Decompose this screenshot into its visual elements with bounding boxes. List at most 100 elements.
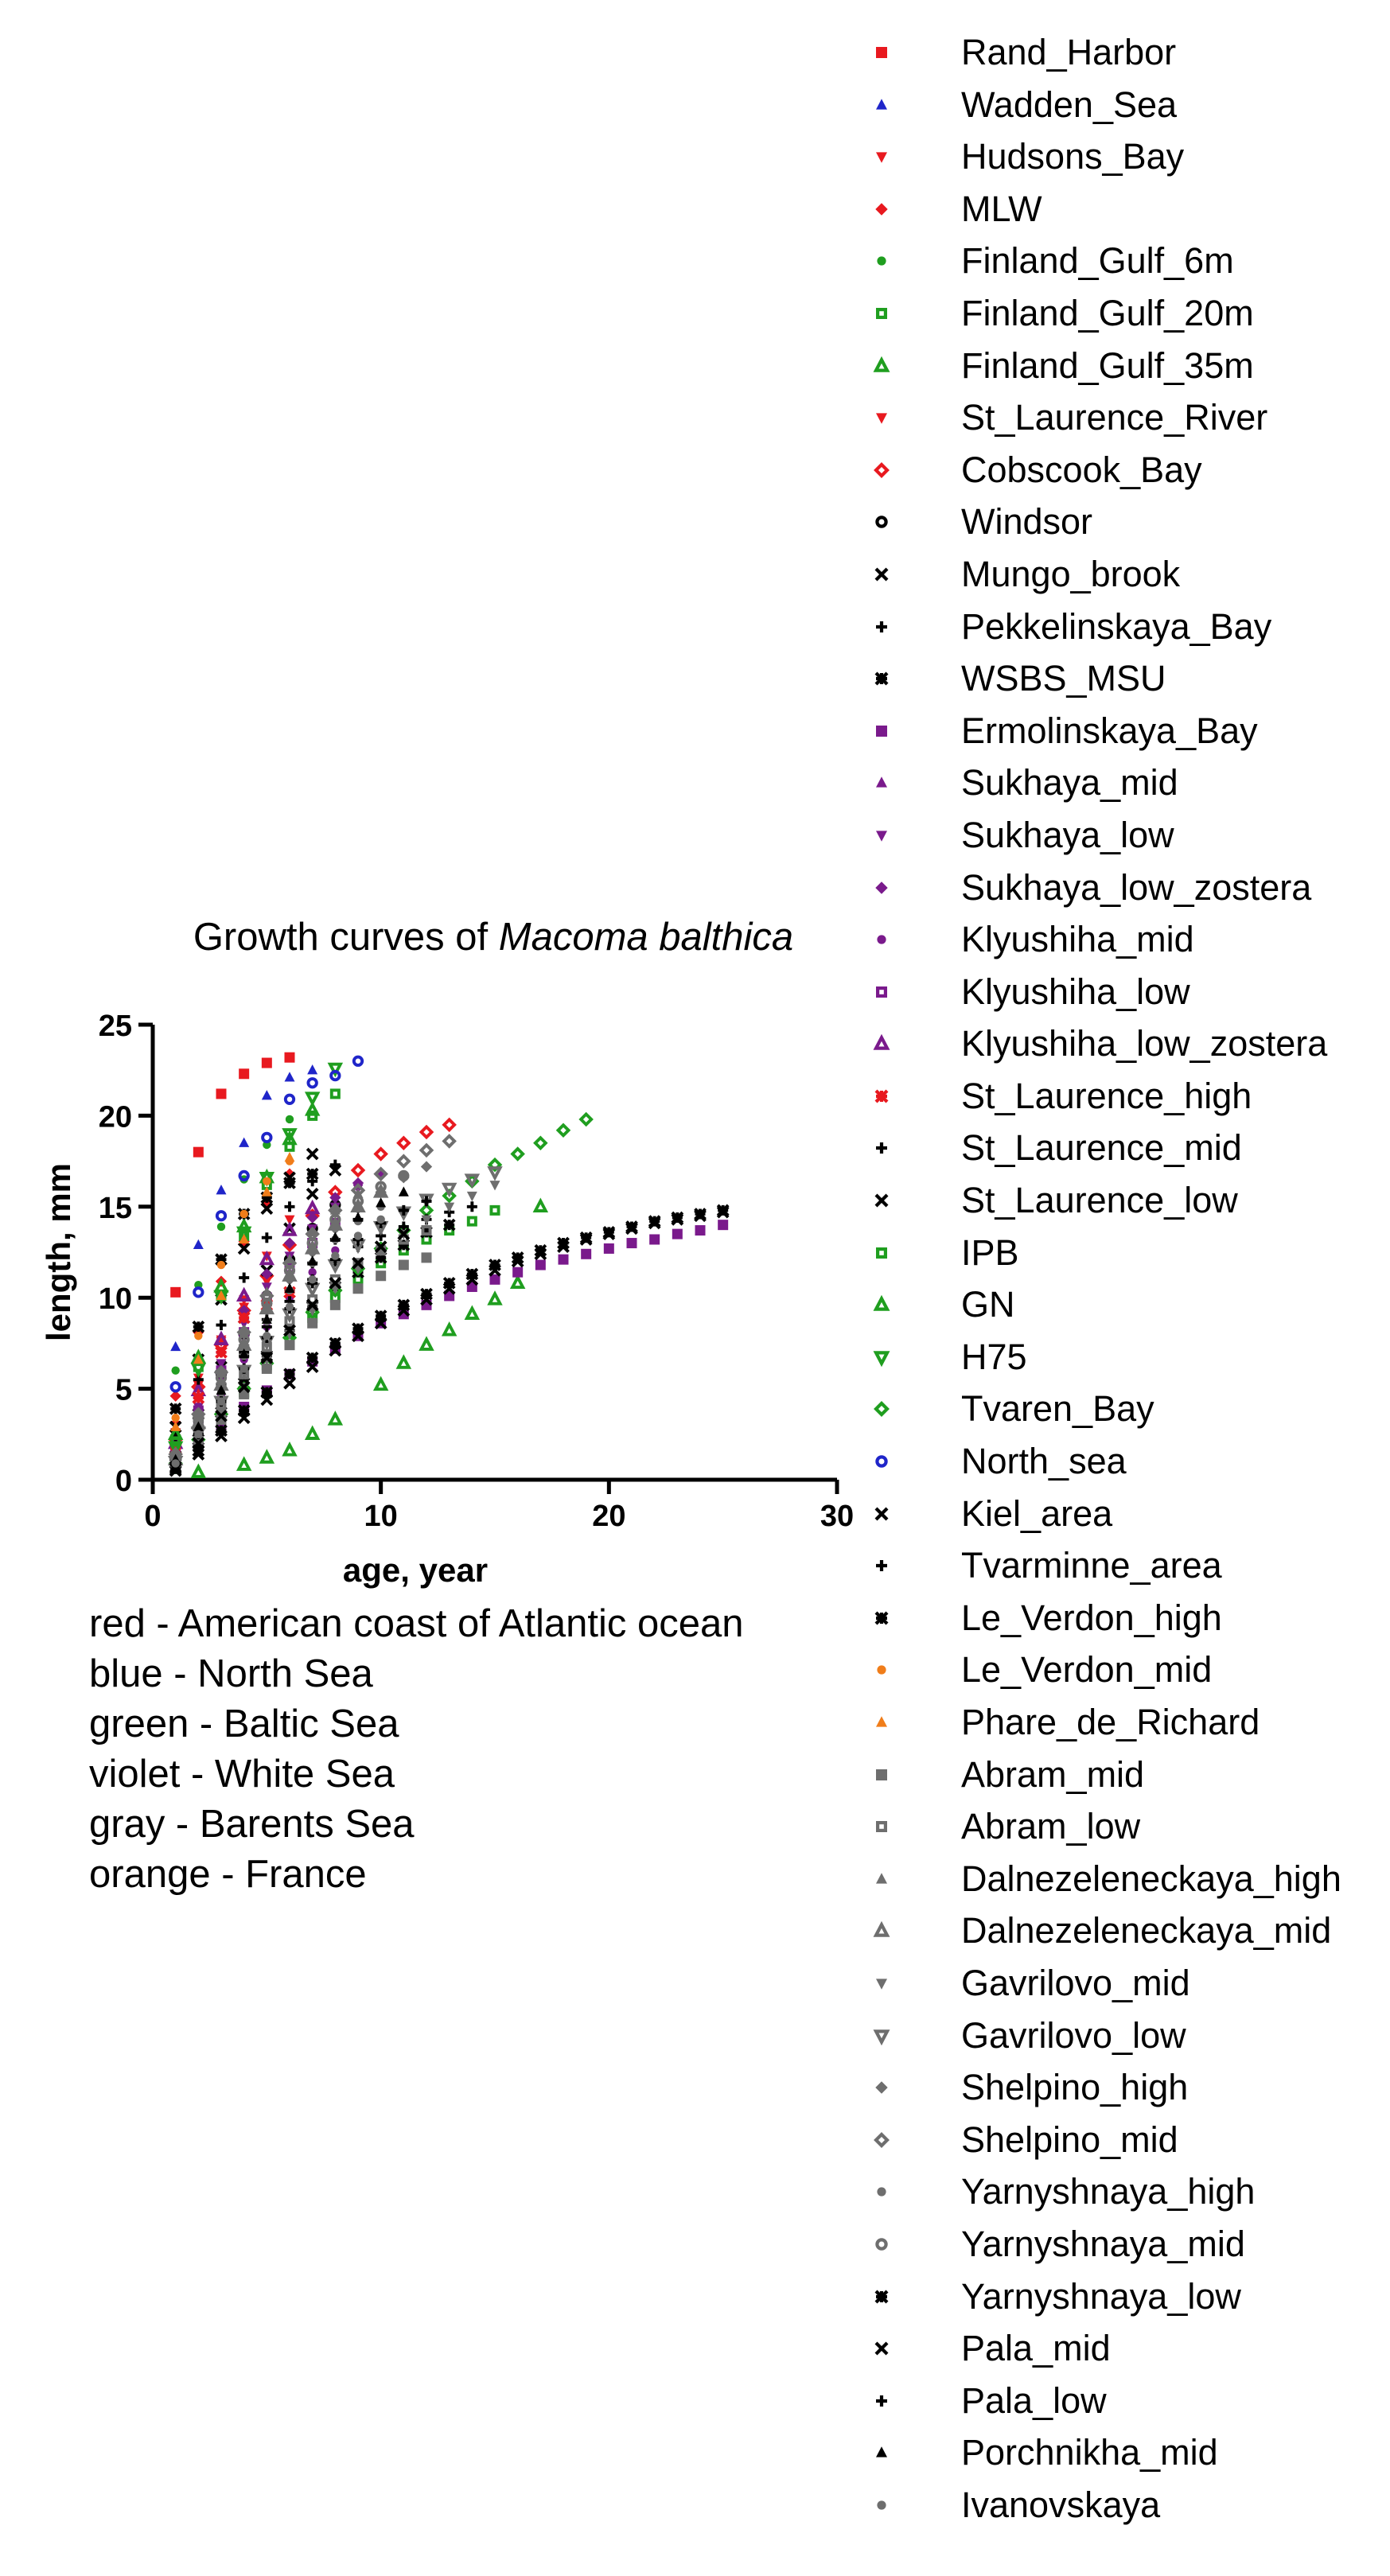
legend-item: St_Laurence_low [867, 1175, 1384, 1228]
data-point [352, 1188, 364, 1198]
legend-marker-icon [876, 1769, 887, 1780]
data-point [216, 1320, 227, 1331]
legend-item: Sukhaya_low_zostera [867, 862, 1384, 915]
legend-item: IPB [867, 1228, 1384, 1280]
data-point [304, 1101, 321, 1116]
data-point [603, 1243, 614, 1254]
data-point [306, 1187, 319, 1200]
data-point [216, 1384, 227, 1395]
legend-label: Kiel_area [961, 1492, 1113, 1534]
legend-label: Sukhaya_low [961, 814, 1174, 855]
data-point [329, 1232, 341, 1242]
data-point [170, 1286, 181, 1298]
series-Finland_Gulf_6m [171, 1115, 294, 1375]
legend-label: IPB [961, 1232, 1019, 1273]
legend-label: Abram_mid [961, 1753, 1145, 1795]
legend-label: Finland_Gulf_6m [961, 240, 1234, 282]
data-point [489, 1204, 500, 1216]
y-tick-label: 5 [115, 1374, 132, 1407]
data-point [308, 1267, 317, 1277]
data-point [283, 1237, 296, 1249]
legend-item: MLW [867, 184, 1384, 236]
data-point [329, 1164, 342, 1177]
series-Abram_low [170, 1225, 432, 1469]
chart-title-species: Macoma balthica [498, 916, 794, 959]
legend-item: St_Laurence_River [867, 392, 1384, 445]
data-point [441, 1182, 457, 1198]
data-point [306, 1237, 318, 1249]
data-point [535, 1259, 546, 1270]
data-point [420, 1161, 433, 1173]
legend-item: Dalnezeleneckaya_mid [867, 1905, 1384, 1958]
legend-item: Le_Verdon_high [867, 1593, 1384, 1645]
legend-item: Pekkelinskaya_Bay [867, 601, 1384, 654]
data-point [421, 1225, 432, 1236]
legend-label: Hudsons_Bay [961, 136, 1185, 177]
data-point [487, 1166, 503, 1181]
legend-item: Yarnyshnaya_high [867, 2166, 1384, 2219]
legend-item: Pala_low [867, 2376, 1384, 2428]
data-point [376, 1215, 385, 1224]
legend-label: Shelpino_mid [961, 2119, 1178, 2160]
x-tick-label: 20 [592, 1500, 625, 1533]
data-point [555, 1123, 571, 1138]
x-axis-label: age, year [343, 1551, 488, 1589]
data-point [213, 1330, 229, 1345]
legend-marker-icon [876, 1560, 887, 1572]
data-point [304, 1199, 321, 1215]
data-point [352, 1212, 364, 1222]
data-point [649, 1234, 660, 1245]
legend-item: Tvaren_Bay [867, 1383, 1384, 1436]
data-point [260, 1202, 274, 1215]
data-point [259, 1288, 274, 1304]
legend-item: Kiel_area [867, 1488, 1384, 1541]
legend-marker-icon [876, 1873, 887, 1884]
data-point [192, 1437, 205, 1450]
data-point [307, 1255, 318, 1266]
y-tick-label: 10 [99, 1282, 132, 1316]
y-tick-label: 0 [115, 1465, 132, 1498]
chart-title-prefix: Growth curves of [193, 916, 499, 959]
legend-marker-icon [875, 516, 888, 529]
legend-marker-icon [874, 1611, 889, 1625]
data-point [397, 1298, 411, 1312]
legend-label: St_Laurence_River [961, 397, 1268, 438]
legend-item: Mungo_brook [867, 549, 1384, 601]
data-point [331, 1251, 340, 1260]
data-point [284, 1072, 295, 1082]
data-point [171, 1414, 180, 1422]
data-point [192, 1391, 205, 1404]
data-point [695, 1225, 706, 1236]
legend-marker-icon [877, 2500, 886, 2510]
data-point [465, 1267, 479, 1281]
data-point [282, 1255, 298, 1270]
legend-item: Tvarminne_area [867, 1540, 1384, 1593]
data-point [284, 1282, 295, 1293]
legend-label: Yarnyshnaya_low [961, 2275, 1241, 2317]
legend-marker-icon [876, 152, 887, 163]
series-Phare_de_Richard [170, 1151, 295, 1431]
legend-label: St_Laurence_high [961, 1075, 1252, 1116]
data-point [509, 1274, 526, 1290]
legend-marker-icon [873, 356, 890, 372]
legend-marker-icon [875, 2081, 888, 2094]
data-point [420, 1225, 433, 1239]
data-point [169, 1402, 182, 1415]
data-point [263, 1332, 271, 1341]
series-Pala_mid [169, 1228, 411, 1473]
data-point [625, 1220, 638, 1233]
legend-label: Ivanovskaya [961, 2484, 1161, 2525]
data-point [285, 1302, 294, 1311]
data-point [283, 1093, 296, 1105]
legend-marker-icon [874, 2341, 889, 2356]
data-point [282, 1221, 298, 1236]
data-point [261, 1297, 273, 1309]
data-point [352, 1202, 364, 1215]
data-point [329, 1277, 342, 1290]
legend-label: Windsor [961, 501, 1093, 543]
data-point [282, 1128, 298, 1143]
series-Hudsons_Bay [170, 1215, 295, 1438]
color-note-gray: gray - Barents Sea [89, 1803, 415, 1846]
data-point [329, 1192, 341, 1204]
